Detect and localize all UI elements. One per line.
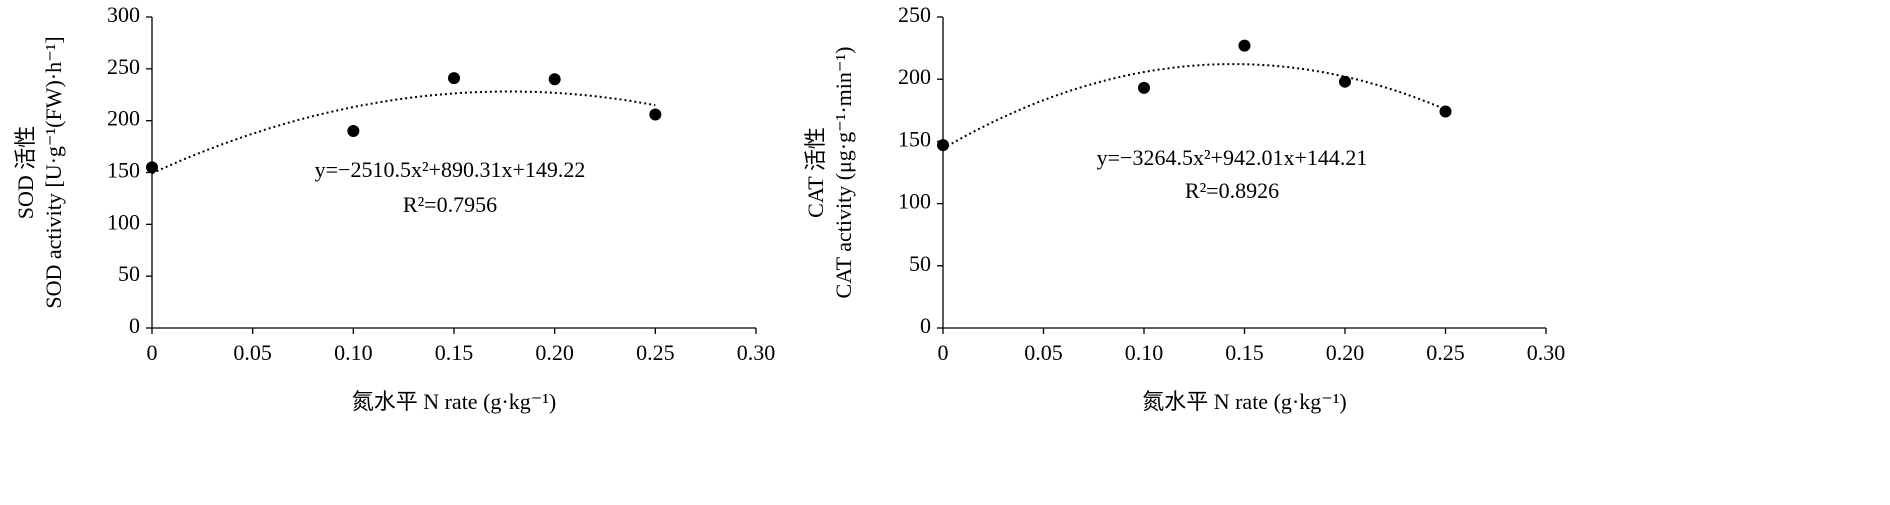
- y-tick-label: 250: [107, 54, 140, 79]
- data-point: [448, 72, 460, 85]
- equation: y=−2510.5x²+890.31x+149.22: [315, 157, 586, 182]
- y-tick-label: 250: [898, 2, 931, 27]
- equation: y=−3264.5x²+942.01x+144.21: [1097, 145, 1368, 170]
- y-tick-label: 200: [107, 106, 140, 131]
- data-point: [1138, 81, 1150, 94]
- x-tick-label: 0.25: [1426, 340, 1465, 365]
- x-tick-label: 0: [147, 340, 158, 365]
- chart: 0 50 100 150 200 250 300 0 0.05 0.10 0.15 0.20 0.25 0…: [13, 2, 775, 414]
- x-tick-label: 0.20: [1326, 340, 1365, 365]
- data-point: [937, 139, 949, 152]
- x-axis-label: 氮水平 N rate (g·kg⁻¹): [1142, 389, 1347, 414]
- x-tick-label: 0.25: [636, 340, 675, 365]
- trendline: [942, 63, 1446, 150]
- data-point: [1339, 75, 1351, 88]
- x-tick-label: 0.15: [435, 340, 474, 365]
- y-tick-label: 50: [909, 251, 931, 276]
- y-axis-label: SOD 活性: [13, 126, 38, 220]
- y-axis-label: CAT 活性: [803, 127, 828, 218]
- y-tick-label: 100: [898, 189, 931, 214]
- trendline: [151, 90, 656, 175]
- x-tick-label: 0.30: [737, 340, 776, 365]
- chart: 0 50 100 150 200 250 0 0.05 0.10 0.15 0.20 0.25 0.30…: [803, 2, 1565, 414]
- y-tick-label: 0: [129, 313, 140, 338]
- x-tick-label: 0.10: [1125, 340, 1164, 365]
- data-point: [649, 108, 662, 121]
- x-tick-label: 0: [938, 340, 949, 365]
- y-tick-label: 0: [920, 313, 931, 338]
- y-axis-label: CAT activity (μg·g⁻¹·min⁻¹): [831, 47, 856, 299]
- y-tick-label: 150: [898, 126, 931, 151]
- y-tick-label: 50: [118, 261, 140, 286]
- x-tick-label: 0.30: [1527, 340, 1566, 365]
- x-tick-label: 0.05: [1024, 340, 1063, 365]
- y-tick-label: 200: [898, 64, 931, 89]
- y-tick-label: 300: [107, 2, 140, 27]
- x-tick-label: 0.20: [535, 340, 574, 365]
- x-tick-label: 0.10: [334, 340, 373, 365]
- data-point: [347, 125, 360, 138]
- y-axis-label: SOD activity [U·g⁻¹(FW)·h⁻¹]: [41, 36, 66, 308]
- data-point: [548, 73, 561, 86]
- data-point: [1238, 39, 1251, 52]
- data-point: [1439, 105, 1452, 118]
- x-tick-label: 0.15: [1225, 340, 1264, 365]
- r-squared: R²=0.7956: [403, 192, 497, 217]
- x-axis-label: 氮水平 N rate (g·kg⁻¹): [352, 389, 557, 414]
- x-tick-label: 0.05: [233, 340, 272, 365]
- y-tick-label: 100: [107, 209, 140, 234]
- y-tick-label: 150: [107, 158, 140, 183]
- data-point: [146, 161, 158, 174]
- r-squared: R²=0.8926: [1185, 178, 1279, 203]
